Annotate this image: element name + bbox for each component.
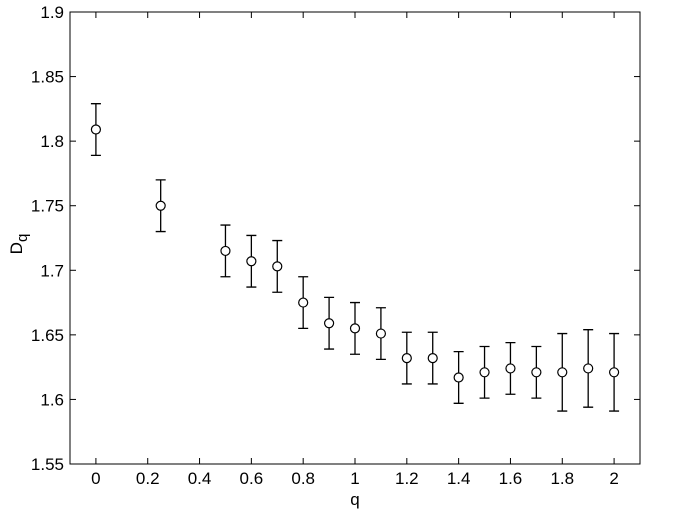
x-tick-label: 1.8	[550, 469, 574, 488]
data-point	[453, 372, 464, 383]
y-tick-label: 1.85	[31, 68, 64, 87]
data-point	[155, 200, 166, 211]
y-tick-label: 1.7	[40, 261, 64, 280]
data-point	[427, 353, 438, 364]
x-tick-label: 0.6	[240, 469, 264, 488]
data-point	[583, 363, 594, 374]
data-point	[298, 297, 309, 308]
x-tick-label: 1.4	[447, 469, 471, 488]
x-tick-label: 0.8	[291, 469, 315, 488]
data-point	[220, 245, 231, 257]
data-point	[323, 318, 335, 329]
data-point	[557, 367, 568, 378]
data-point	[272, 261, 283, 272]
x-tick-label: 2	[609, 469, 618, 488]
y-tick-label: 1.65	[31, 326, 64, 345]
x-tick-label: 0.2	[136, 469, 160, 488]
y-tick-label: 1.75	[31, 197, 64, 216]
x-tick-label: 1.6	[499, 469, 523, 488]
data-point	[349, 323, 361, 334]
data-point	[608, 367, 620, 378]
data-point	[479, 367, 490, 378]
y-tick-label: 1.6	[40, 390, 64, 409]
y-axis-label: Dq	[7, 234, 31, 255]
x-tick-label: 1.2	[395, 469, 419, 488]
x-tick-label: 0.4	[188, 469, 212, 488]
x-tick-label: 0	[91, 469, 100, 488]
y-tick-label: 1.55	[31, 455, 64, 474]
x-axis-label: q	[350, 490, 359, 509]
y-label-sub: q	[14, 234, 31, 242]
data-point	[246, 256, 257, 267]
plot-frame	[69, 11, 641, 465]
data-point	[531, 367, 542, 378]
data-point	[401, 353, 412, 364]
data-point	[505, 363, 516, 374]
y-tick-label: 1.9	[40, 3, 64, 22]
x-tick-label: 1	[350, 469, 359, 488]
y-label-main: D	[7, 242, 26, 254]
data-point	[90, 124, 102, 135]
y-tick-label: 1.8	[40, 132, 64, 151]
data-point	[375, 328, 387, 339]
